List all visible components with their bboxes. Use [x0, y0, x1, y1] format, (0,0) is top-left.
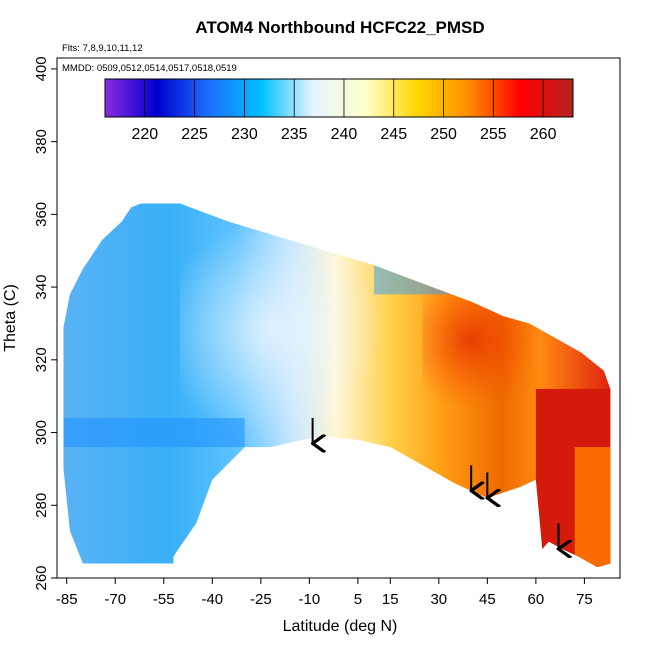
x-tick-label: -25	[250, 591, 272, 608]
colorbar-tick-label: 225	[181, 126, 208, 143]
arrow-layer	[313, 418, 559, 549]
x-tick-label: -85	[56, 591, 78, 608]
x-tick-label: 15	[382, 591, 399, 608]
colorbar-tick-label: 245	[380, 126, 407, 143]
colorbar-tick-label: 220	[131, 126, 158, 143]
flights-annotation: Flts: 7,8,9,10,11,12	[62, 43, 143, 54]
y-tick-label: 320	[33, 347, 50, 372]
colorbar-tick-label: 230	[231, 126, 258, 143]
x-axis: -85 -70 -55 -40 -25 -10 5 15 30 45 60 75	[56, 577, 593, 608]
y-axis-label: Theta (C)	[2, 284, 19, 352]
y-tick-label: 400	[33, 56, 50, 81]
x-tick-label: 45	[479, 591, 496, 608]
colorbar-ticks: 220 225 230 235 240 245 250 255 260	[131, 79, 557, 143]
y-tick-label: 280	[33, 493, 50, 518]
x-tick-label: -55	[153, 591, 175, 608]
y-tick-label: 260	[33, 565, 50, 590]
dates-annotation: MMDD: 0509,0512,0514,0517,0518,0519	[62, 63, 237, 74]
colorbar-tick-label: 240	[331, 126, 358, 143]
heat-upper-band	[374, 243, 611, 295]
x-tick-label: 5	[354, 591, 362, 608]
heat-southern-band	[63, 418, 245, 448]
x-tick-label: 30	[430, 591, 447, 608]
y-axis: 260 280 300 320 340 360 380 400	[33, 56, 58, 591]
x-tick-label: -70	[104, 591, 126, 608]
colorbar	[104, 78, 574, 118]
y-tick-label: 380	[33, 129, 50, 154]
colorbar-tick-label: 255	[480, 126, 507, 143]
heatmap-field	[63, 203, 611, 568]
colorbar-tick-label: 235	[281, 126, 308, 143]
colorbar-tick-label: 260	[530, 126, 557, 143]
x-tick-label: 60	[528, 591, 545, 608]
x-tick-label: -40	[201, 591, 223, 608]
y-tick-label: 300	[33, 420, 50, 445]
colorbar-tick-label: 250	[430, 126, 457, 143]
x-tick-label: 75	[576, 591, 593, 608]
x-axis-label: Latitude (deg N)	[283, 618, 398, 635]
y-tick-label: 360	[33, 202, 50, 227]
heat-arctic-orange	[574, 447, 611, 568]
y-tick-label: 340	[33, 275, 50, 300]
x-tick-label: -10	[299, 591, 321, 608]
chart-title: ATOM4 Northbound HCFC22_PMSD	[195, 18, 484, 37]
